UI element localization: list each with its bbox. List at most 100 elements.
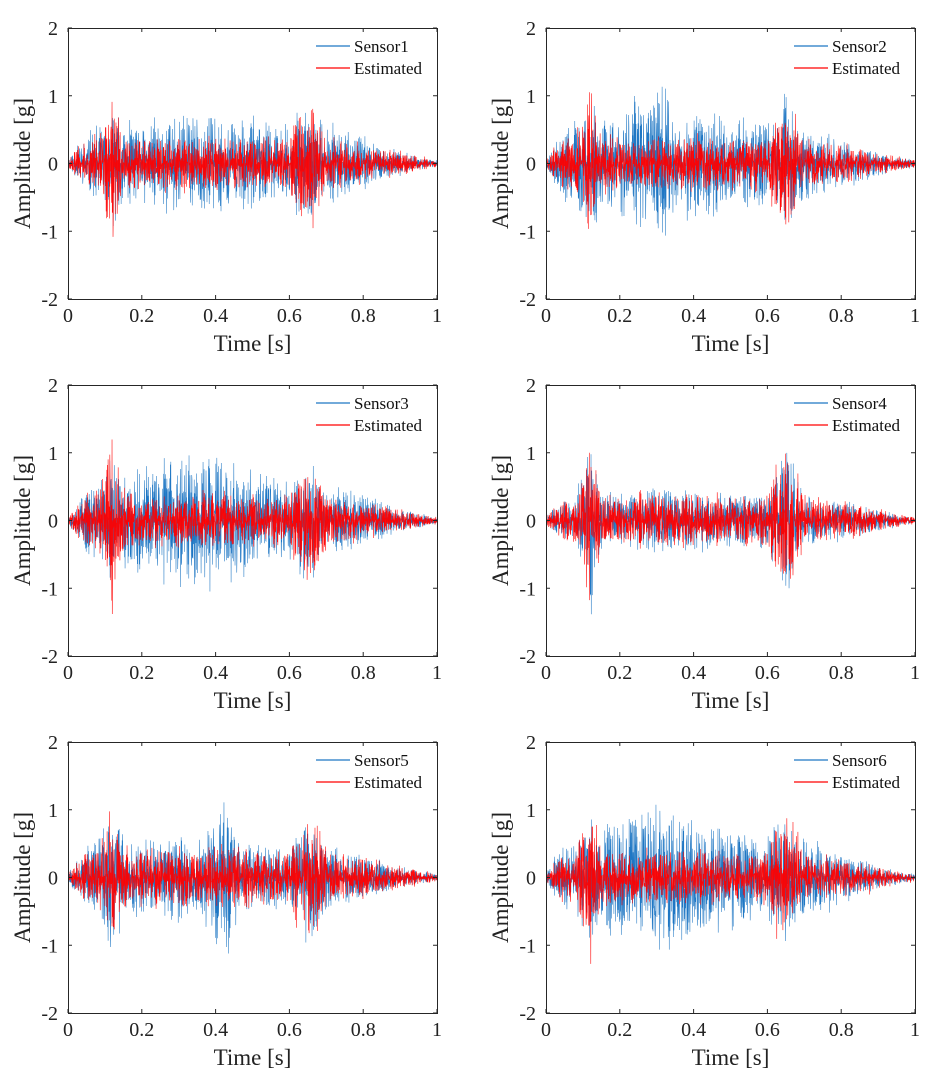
y-axis-title: Amplitude [g] bbox=[10, 812, 35, 943]
x-tick-label: 0 bbox=[541, 305, 551, 327]
chart-panel-sensor2: 0 0.2 0.4 0.6 0.8 1 -2 -1 0 1 2 Time [s] Amplitude [… bbox=[488, 18, 920, 356]
y-axis-title: Amplitude [g] bbox=[488, 98, 513, 229]
x-tick-label: 0.2 bbox=[129, 1019, 154, 1041]
y-tick-label: 1 bbox=[526, 443, 536, 465]
legend-label-estimated: Estimated bbox=[832, 416, 900, 435]
x-tick-label: 0.8 bbox=[829, 305, 854, 327]
x-tick-label: 1 bbox=[432, 662, 442, 684]
legend-label-estimated: Estimated bbox=[832, 773, 900, 792]
series-line-sensor6 bbox=[546, 804, 915, 950]
y-tick-label: -1 bbox=[519, 578, 536, 600]
x-tick-label: 0.6 bbox=[277, 1019, 302, 1041]
x-tick-label: 1 bbox=[910, 1019, 920, 1041]
y-axis-title: Amplitude [g] bbox=[10, 455, 35, 586]
series-line-estimated bbox=[546, 452, 915, 601]
x-tick-label: 0.2 bbox=[129, 662, 154, 684]
x-tick-label: 0.2 bbox=[607, 1019, 632, 1041]
x-tick-label: 1 bbox=[432, 1019, 442, 1041]
legend-label-sensor2: Sensor2 bbox=[832, 37, 887, 56]
y-axis-title: Amplitude [g] bbox=[10, 98, 35, 229]
legend-label-estimated: Estimated bbox=[832, 59, 900, 78]
y-tick-label: -2 bbox=[519, 289, 536, 311]
x-tick-label: 0 bbox=[63, 1019, 73, 1041]
x-axis-title: Time [s] bbox=[214, 1045, 292, 1070]
legend-label-estimated: Estimated bbox=[354, 416, 422, 435]
y-tick-label: -1 bbox=[41, 935, 58, 957]
x-tick-label: 0 bbox=[63, 305, 73, 327]
x-tick-label: 0.4 bbox=[203, 305, 228, 327]
y-tick-label: 1 bbox=[526, 86, 536, 108]
x-tick-label: 0.6 bbox=[755, 662, 780, 684]
y-tick-label: 0 bbox=[526, 154, 536, 176]
y-tick-label: -1 bbox=[41, 578, 58, 600]
y-tick-label: 2 bbox=[526, 732, 536, 754]
x-tick-label: 0.8 bbox=[351, 1019, 376, 1041]
x-axis-title: Time [s] bbox=[214, 331, 292, 356]
x-axis-title: Time [s] bbox=[692, 1045, 770, 1070]
x-tick-label: 0.4 bbox=[203, 662, 228, 684]
y-tick-label: 2 bbox=[48, 732, 58, 754]
y-tick-label: -2 bbox=[519, 1003, 536, 1025]
series-line-estimated bbox=[68, 101, 437, 237]
x-tick-label: 0.6 bbox=[755, 1019, 780, 1041]
y-tick-label: 2 bbox=[48, 375, 58, 397]
legend: Sensor4 Estimated bbox=[794, 394, 900, 435]
y-tick-label: -2 bbox=[41, 646, 58, 668]
x-tick-label: 0.2 bbox=[129, 305, 154, 327]
x-tick-label: 0.4 bbox=[203, 1019, 228, 1041]
series-line-sensor2 bbox=[546, 86, 915, 236]
y-tick-label: 0 bbox=[48, 154, 58, 176]
x-axis-title: Time [s] bbox=[692, 688, 770, 713]
y-tick-label: 0 bbox=[526, 511, 536, 533]
series-line-sensor5 bbox=[68, 802, 437, 954]
x-tick-label: 0.8 bbox=[829, 662, 854, 684]
chart-panel-sensor4: 0 0.2 0.4 0.6 0.8 1 -2 -1 0 1 2 Time [s] Amplitude [… bbox=[488, 375, 920, 713]
y-tick-label: 0 bbox=[48, 868, 58, 890]
legend: Sensor3 Estimated bbox=[316, 394, 422, 435]
y-tick-label: -2 bbox=[41, 1003, 58, 1025]
x-tick-label: 0 bbox=[541, 662, 551, 684]
legend-label-estimated: Estimated bbox=[354, 59, 422, 78]
x-tick-label: 0.2 bbox=[607, 305, 632, 327]
x-tick-label: 0.6 bbox=[277, 305, 302, 327]
legend-label-sensor4: Sensor4 bbox=[832, 394, 887, 413]
y-tick-label: 1 bbox=[526, 800, 536, 822]
x-tick-label: 0.2 bbox=[607, 662, 632, 684]
x-tick-label: 0 bbox=[541, 1019, 551, 1041]
y-tick-label: -1 bbox=[519, 221, 536, 243]
series-line-estimated bbox=[68, 811, 437, 934]
y-tick-label: 1 bbox=[48, 86, 58, 108]
chart-panel-sensor3: 0 0.2 0.4 0.6 0.8 1 -2 -1 0 1 2 Time [s] Amplitude [… bbox=[10, 375, 442, 713]
x-tick-label: 0.8 bbox=[351, 305, 376, 327]
legend-label-estimated: Estimated bbox=[354, 773, 422, 792]
x-tick-label: 1 bbox=[432, 305, 442, 327]
legend-label-sensor3: Sensor3 bbox=[354, 394, 409, 413]
y-tick-label: -1 bbox=[519, 935, 536, 957]
y-tick-label: -1 bbox=[41, 221, 58, 243]
y-tick-label: 1 bbox=[48, 443, 58, 465]
y-tick-label: -2 bbox=[41, 289, 58, 311]
series-line-estimated bbox=[546, 818, 915, 964]
y-tick-label: 2 bbox=[526, 375, 536, 397]
x-tick-label: 0.8 bbox=[829, 1019, 854, 1041]
x-tick-label: 1 bbox=[910, 305, 920, 327]
x-tick-label: 1 bbox=[910, 662, 920, 684]
legend-label-sensor6: Sensor6 bbox=[832, 751, 887, 770]
legend: Sensor1 Estimated bbox=[316, 37, 422, 78]
legend-label-sensor1: Sensor1 bbox=[354, 37, 409, 56]
series-line-estimated bbox=[546, 92, 915, 229]
chart-panel-sensor1: 0 0.2 0.4 0.6 0.8 1 -2 -1 0 1 2 Time [s] Amplitude [… bbox=[10, 18, 442, 356]
x-tick-label: 0 bbox=[63, 662, 73, 684]
y-tick-label: 0 bbox=[526, 868, 536, 890]
chart-panel-sensor5: 0 0.2 0.4 0.6 0.8 1 -2 -1 0 1 2 Time [s] Amplitude [… bbox=[10, 732, 442, 1070]
y-tick-label: 2 bbox=[48, 18, 58, 40]
y-tick-label: 0 bbox=[48, 511, 58, 533]
y-axis-title: Amplitude [g] bbox=[488, 455, 513, 586]
series-line-estimated bbox=[68, 439, 437, 615]
x-axis-title: Time [s] bbox=[692, 331, 770, 356]
x-tick-label: 0.4 bbox=[681, 662, 706, 684]
chart-panel-sensor6: 0 0.2 0.4 0.6 0.8 1 -2 -1 0 1 2 Time [s] Amplitude [… bbox=[488, 732, 920, 1070]
x-tick-label: 0.8 bbox=[351, 662, 376, 684]
x-tick-label: 0.6 bbox=[277, 662, 302, 684]
